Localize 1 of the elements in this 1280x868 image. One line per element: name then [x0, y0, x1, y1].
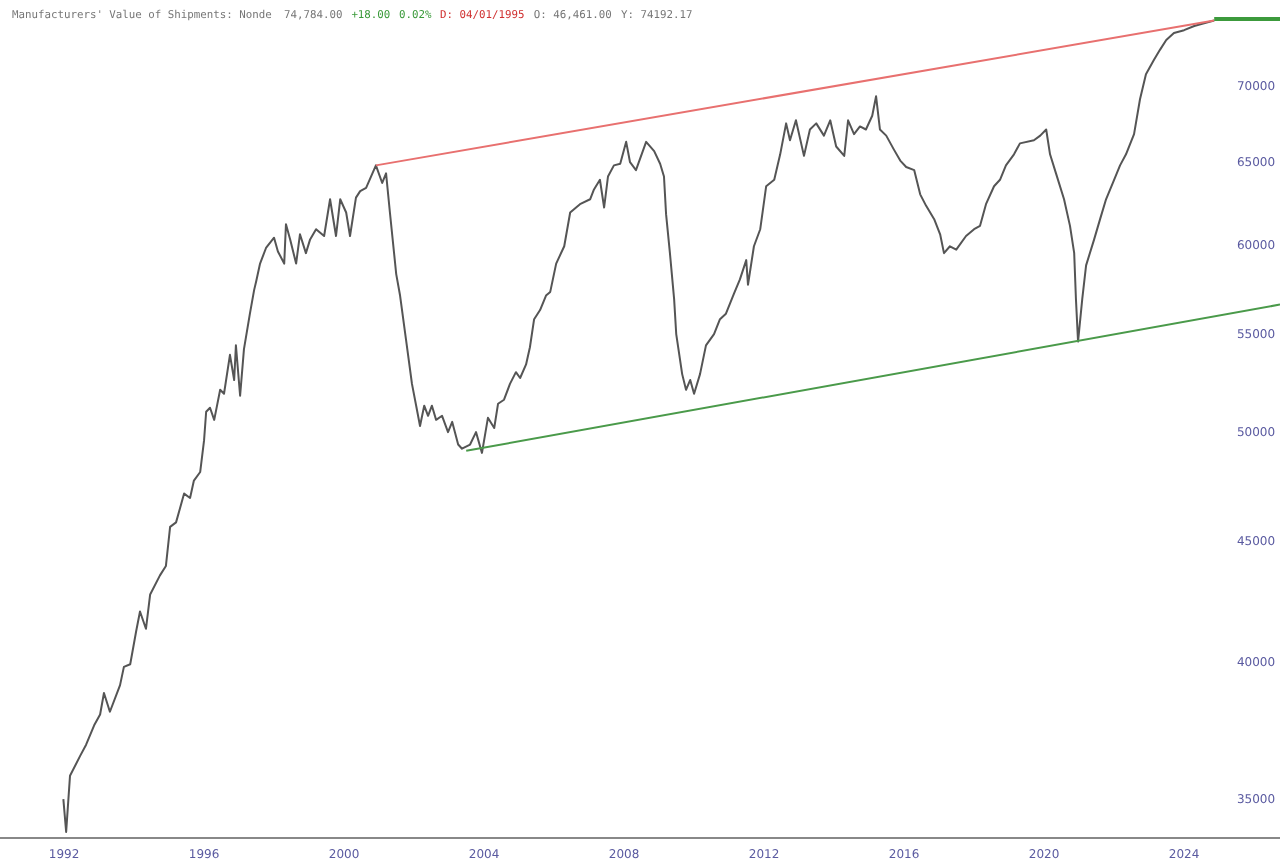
line-series	[62, 19, 1216, 833]
